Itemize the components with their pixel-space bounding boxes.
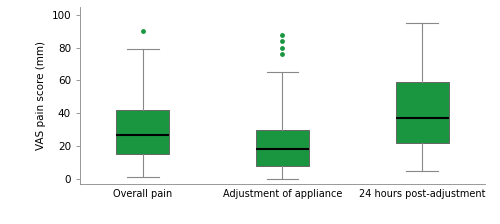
Bar bbox=[116, 110, 170, 154]
Bar bbox=[396, 82, 448, 143]
Bar bbox=[256, 130, 309, 166]
Y-axis label: VAS pain score (mm): VAS pain score (mm) bbox=[36, 41, 46, 150]
